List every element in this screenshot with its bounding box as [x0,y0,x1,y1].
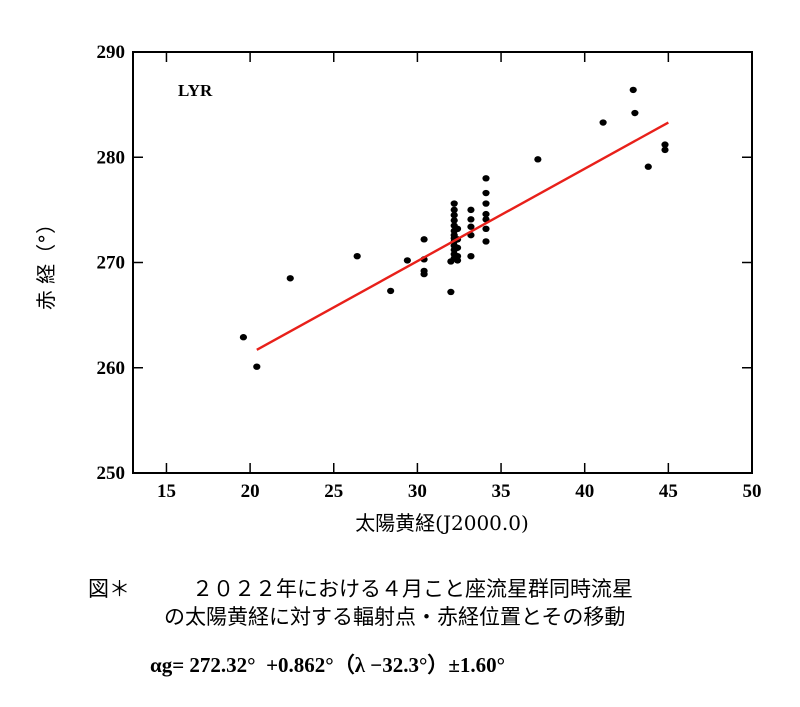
data-point [387,287,395,295]
data-point [631,109,639,117]
x-axis-title: 太陽黄経(J2000.0) [355,511,529,535]
x-tick-label: 20 [241,481,260,502]
scatter-chart: 15 20 25 30 35 40 45 50 250 260 270 280 290 LYR 太陽黄経… [34,42,762,535]
data-point [420,236,428,243]
data-point [447,258,455,265]
data-point [253,363,261,370]
data-point [661,141,669,148]
y-tick-label: 270 [97,253,126,274]
data-point [467,252,475,260]
data-point [482,189,490,197]
data-point [482,175,490,182]
regression-formula: αg= 272.32° +0.862°（λ −32.3°）±1.60° [150,653,506,677]
data-point [450,206,458,214]
plot-area-frame [132,51,753,474]
y-tick-label: 250 [97,463,126,484]
data-point [447,288,455,296]
data-point [420,270,428,278]
axis-tick-labels: 15 20 25 30 35 40 45 50 250 260 270 280 290 [97,42,762,502]
data-point [239,334,248,341]
data-point [453,257,462,264]
data-point [403,257,411,264]
data-point [450,200,458,207]
trend-line [256,121,669,351]
data-point [661,146,669,154]
data-point [534,156,542,163]
x-tick-label: 25 [324,481,343,502]
axis-ticks [133,51,753,474]
x-tick-label: 15 [157,481,176,502]
data-point [450,211,458,219]
data-point [467,206,475,214]
x-tick-label: 50 [743,481,762,502]
series-label: LYR [178,81,213,100]
caption-line-2: の太陽黄経に対する輻射点・赤経位置とその移動 [164,605,626,629]
data-point [453,244,462,251]
caption-line-1: ２０２２年における４月こと座流星群同時流星 [192,577,633,601]
data-point [453,225,462,233]
data-point [482,225,490,233]
data-point [629,86,637,94]
x-tick-label: 35 [492,481,511,502]
y-tick-label: 290 [97,42,126,63]
data-point [450,217,458,224]
caption-prefix: 図＊ [88,577,130,601]
y-axis-title: 赤 経（°） [34,214,58,310]
data-point [353,252,361,260]
data-point [286,275,294,282]
x-tick-label: 30 [408,481,427,502]
x-tick-label: 40 [575,481,594,502]
data-point [644,163,652,170]
data-point [467,216,475,223]
x-tick-label: 45 [659,481,678,502]
data-point [482,200,490,207]
data-point [467,223,475,230]
y-tick-label: 280 [97,147,126,168]
data-point [599,119,607,126]
y-tick-label: 260 [97,358,126,379]
data-point [482,238,490,245]
data-point [482,210,490,218]
